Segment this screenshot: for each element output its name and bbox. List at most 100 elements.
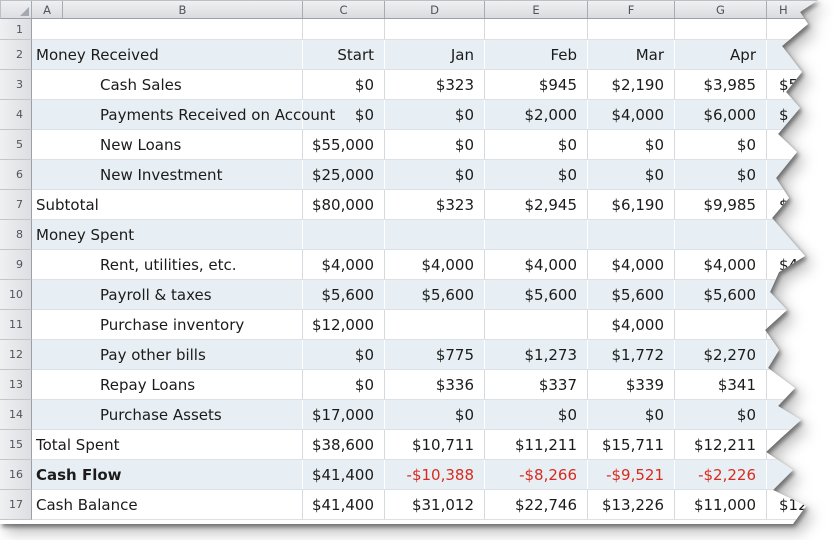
cell[interactable]: $31,012 (385, 490, 485, 519)
cell[interactable]: $339 (588, 370, 675, 399)
cell[interactable]: $5,600 (675, 280, 767, 309)
cell[interactable]: $4,000 (588, 250, 675, 279)
cell[interactable]: $945 (485, 70, 588, 99)
cell[interactable]: $4,000 (675, 250, 767, 279)
cell[interactable] (767, 370, 818, 399)
row-header[interactable]: 8 (0, 220, 32, 250)
row-label-cell[interactable]: Purchase Assets (32, 400, 303, 429)
cell[interactable] (767, 220, 818, 249)
column-header[interactable]: C (303, 1, 385, 18)
cell[interactable]: $6,190 (588, 190, 675, 219)
cell[interactable] (385, 220, 485, 249)
row-header[interactable]: 7 (0, 190, 32, 220)
cell[interactable]: -$8,266 (485, 460, 588, 489)
cell[interactable]: $775 (385, 340, 485, 369)
cell[interactable]: $11,000 (675, 490, 767, 519)
cell[interactable]: Jan (385, 40, 485, 69)
cell[interactable]: $0 (675, 160, 767, 189)
cell[interactable]: $336 (385, 370, 485, 399)
cell[interactable]: $2,000 (485, 100, 588, 129)
row-header[interactable]: 15 (0, 430, 32, 460)
cell[interactable]: $0 (675, 130, 767, 159)
cell[interactable] (767, 400, 818, 429)
cell[interactable]: $12,211 (675, 430, 767, 459)
cell[interactable] (485, 220, 588, 249)
cell[interactable]: $0 (588, 130, 675, 159)
cell[interactable]: $323 (385, 70, 485, 99)
cell[interactable]: $12,000 (303, 310, 385, 339)
row-label-cell[interactable]: Cash Flow (32, 460, 303, 489)
cell[interactable] (675, 310, 767, 339)
row-header[interactable]: 14 (0, 400, 32, 430)
select-all-corner[interactable] (1, 1, 32, 18)
cell[interactable] (303, 220, 385, 249)
cell[interactable]: $15,711 (588, 430, 675, 459)
row-label-cell[interactable] (32, 19, 303, 39)
row-header[interactable]: 5 (0, 130, 32, 160)
column-header[interactable]: F (588, 1, 675, 18)
cell[interactable]: $5 (779, 75, 799, 94)
row-header[interactable]: 17 (0, 490, 32, 520)
cell[interactable] (485, 310, 588, 339)
cell[interactable]: $2,945 (485, 190, 588, 219)
cell[interactable]: $0 (303, 370, 385, 399)
row-label-cell[interactable]: Subtotal (32, 190, 303, 219)
cell[interactable]: $5,600 (303, 280, 385, 309)
cell[interactable] (767, 40, 818, 69)
cell[interactable]: $22,746 (485, 490, 588, 519)
cell[interactable]: $0 (485, 400, 588, 429)
cell[interactable]: $ (779, 105, 789, 124)
cell[interactable]: $17,000 (303, 400, 385, 429)
cell[interactable]: Apr (675, 40, 767, 69)
row-label-cell[interactable]: Cash Balance (32, 490, 303, 519)
cell[interactable]: $2,270 (675, 340, 767, 369)
cell[interactable]: $0 (303, 70, 385, 99)
cell[interactable]: $80,000 (303, 190, 385, 219)
cell[interactable]: $6,000 (675, 100, 767, 129)
cell[interactable]: $0 (385, 400, 485, 429)
cell[interactable]: $0 (485, 130, 588, 159)
cell[interactable]: $2 (779, 345, 799, 364)
cell[interactable]: $0 (385, 130, 485, 159)
cell[interactable] (675, 19, 767, 39)
cell[interactable]: $0 (385, 100, 485, 129)
cell[interactable]: -$10,388 (385, 460, 485, 489)
cell[interactable]: $4,000 (588, 100, 675, 129)
row-header[interactable]: 1 (0, 19, 32, 40)
cell[interactable]: $341 (675, 370, 767, 399)
column-header[interactable]: D (385, 1, 485, 18)
row-header[interactable]: 6 (0, 160, 32, 190)
cell[interactable]: $323 (385, 190, 485, 219)
row-header[interactable]: 12 (0, 340, 32, 370)
row-label-cell[interactable]: Repay Loans (32, 370, 303, 399)
row-label-cell[interactable]: Payments Received on Account (32, 100, 335, 129)
row-label-cell[interactable]: Purchase inventory (32, 310, 303, 339)
cell[interactable] (303, 19, 385, 39)
cell[interactable]: $0 (588, 400, 675, 429)
row-label-cell[interactable]: Payroll & taxes (32, 280, 303, 309)
cell[interactable]: $0 (675, 400, 767, 429)
cell[interactable] (767, 160, 818, 189)
cell[interactable]: Feb (485, 40, 588, 69)
cell[interactable] (485, 19, 588, 39)
cell[interactable]: $9,985 (675, 190, 767, 219)
row-header[interactable]: 4 (0, 100, 32, 130)
cell[interactable]: Start (303, 40, 385, 69)
row-header[interactable]: 9 (0, 250, 32, 280)
row-label-cell[interactable]: New Loans (32, 130, 303, 159)
row-label-cell[interactable]: Cash Sales (32, 70, 303, 99)
cell[interactable]: $41,400 (303, 490, 385, 519)
column-header[interactable]: B (63, 1, 303, 18)
row-label-cell[interactable]: New Investment (32, 160, 303, 189)
cell[interactable]: $5,600 (385, 280, 485, 309)
cell[interactable]: $2,190 (588, 70, 675, 99)
row-header[interactable]: 10 (0, 280, 32, 310)
cell[interactable]: $5,600 (485, 280, 588, 309)
cell[interactable]: $0 (303, 100, 385, 129)
cell[interactable]: -$9,521 (588, 460, 675, 489)
cell[interactable] (767, 19, 818, 39)
cell[interactable]: $5,600 (588, 280, 675, 309)
cell[interactable]: $0 (303, 340, 385, 369)
cell[interactable]: $3,985 (675, 70, 767, 99)
column-header[interactable]: E (485, 1, 588, 18)
